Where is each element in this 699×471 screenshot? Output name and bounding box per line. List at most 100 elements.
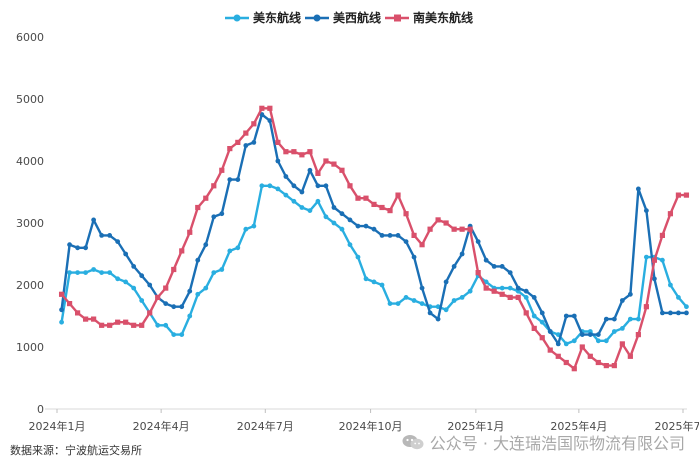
- data-point: [74, 310, 81, 316]
- data-point: [347, 183, 353, 189]
- data-point: [115, 239, 121, 245]
- data-point: [99, 233, 105, 238]
- data-point: [139, 322, 145, 328]
- data-point: [547, 329, 553, 334]
- data-point: [443, 279, 449, 285]
- data-point: [483, 257, 489, 263]
- data-point: [676, 310, 681, 316]
- data-point: [179, 304, 185, 310]
- data-point: [371, 201, 377, 207]
- legend-item[interactable]: 南美东航线: [385, 10, 473, 25]
- data-point: [115, 319, 121, 325]
- data-point: [651, 257, 657, 263]
- data-point: [267, 183, 273, 189]
- data-point: [179, 248, 185, 254]
- data-point: [291, 198, 297, 204]
- data-point: [315, 170, 321, 176]
- x-axis: 2024年1月 2024年4月 2024年7月 2024年10月 2025年1月 2025…: [29, 408, 699, 433]
- data-point: [187, 229, 193, 235]
- data-point: [403, 239, 409, 245]
- legend-label: 美东航线: [253, 10, 301, 25]
- data-point: [235, 245, 241, 251]
- y-tick-label: 1000: [16, 341, 44, 354]
- data-point: [139, 298, 145, 303]
- data-point: [411, 232, 417, 238]
- data-point: [579, 332, 585, 337]
- data-point: [323, 183, 329, 189]
- data-point: [603, 363, 609, 369]
- data-point: [603, 316, 609, 322]
- data-point: [531, 325, 537, 331]
- data-point: [67, 242, 72, 248]
- data-point: [283, 192, 289, 198]
- data-point: [587, 332, 593, 337]
- data-point: [515, 294, 521, 300]
- watermark: 公众号 · 大连瑞浩国际物流有限公司: [402, 430, 685, 454]
- legend-marker: [233, 14, 241, 22]
- data-point: [323, 214, 329, 220]
- data-point: [299, 189, 305, 195]
- data-point: [515, 285, 521, 291]
- data-point: [331, 205, 337, 210]
- y-axis: 0 1000 2000 3000 4000 5000 6000: [16, 31, 44, 416]
- data-point: [563, 341, 569, 347]
- data-point: [668, 282, 673, 288]
- data-point: [75, 245, 80, 251]
- data-point: [299, 152, 305, 158]
- y-tick-label: 6000: [16, 31, 44, 44]
- data-point: [363, 223, 369, 229]
- data-point: [323, 158, 329, 164]
- data-point: [99, 270, 105, 275]
- data-point: [291, 183, 297, 189]
- data-point: [419, 242, 425, 248]
- data-point: [283, 174, 289, 179]
- data-point: [155, 294, 161, 300]
- data-point: [243, 226, 249, 232]
- data-point: [459, 226, 465, 232]
- data-point: [291, 149, 297, 155]
- legend-item[interactable]: 美西航线: [305, 10, 381, 25]
- data-point: [483, 279, 489, 285]
- legend-marker: [313, 14, 321, 22]
- data-point: [107, 322, 113, 328]
- data-point: [211, 183, 217, 189]
- data-point: [684, 310, 689, 316]
- data-point: [635, 186, 641, 192]
- series-2: [59, 112, 689, 347]
- data-point: [251, 223, 257, 229]
- data-point: [123, 319, 129, 325]
- legend-item[interactable]: 美东航线: [225, 10, 301, 25]
- data-point: [619, 326, 625, 331]
- series-line: [60, 107, 687, 370]
- data-point: [635, 316, 641, 322]
- data-point: [499, 285, 505, 291]
- data-point: [379, 233, 385, 238]
- data-point: [91, 316, 97, 322]
- data-point: [660, 257, 665, 263]
- data-point: [243, 130, 249, 136]
- data-point: [387, 208, 393, 214]
- data-point: [467, 288, 473, 294]
- data-point: [627, 353, 633, 359]
- y-tick-label: 2000: [16, 279, 44, 292]
- data-point: [171, 332, 177, 337]
- data-point: [595, 332, 601, 337]
- data-point: [155, 322, 161, 328]
- data-point: [66, 301, 73, 307]
- data-point: [115, 276, 121, 282]
- data-point: [259, 112, 265, 117]
- data-point: [379, 204, 385, 211]
- data-point: [676, 295, 681, 300]
- data-point: [371, 226, 377, 232]
- data-point: [643, 254, 649, 260]
- data-point: [611, 316, 617, 322]
- data-point: [203, 195, 209, 201]
- data-point: [307, 167, 313, 173]
- data-point: [235, 177, 241, 183]
- data-point: [227, 177, 233, 183]
- data-point: [67, 270, 72, 275]
- data-point: [491, 264, 497, 269]
- data-point: [419, 301, 425, 306]
- data-point: [668, 310, 673, 316]
- data-point: [243, 143, 249, 148]
